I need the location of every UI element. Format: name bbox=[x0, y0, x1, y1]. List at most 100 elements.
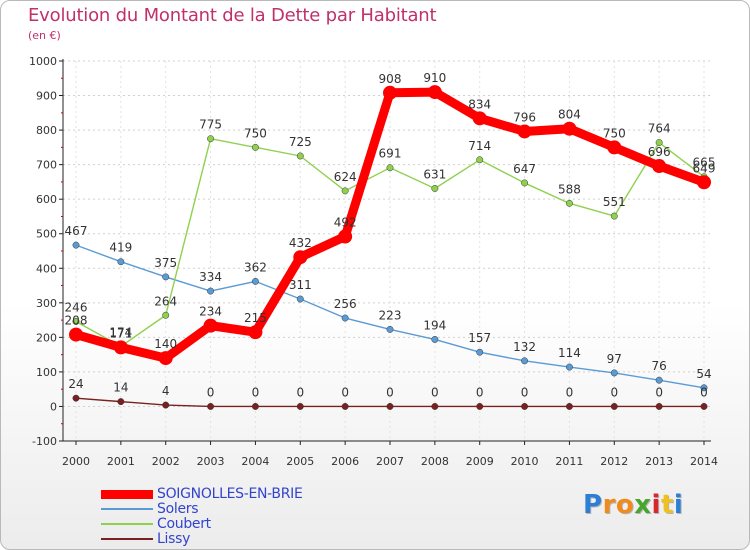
data-label: 140 bbox=[154, 337, 177, 351]
data-point bbox=[607, 140, 622, 155]
y-tick-label: 200 bbox=[36, 331, 57, 344]
data-label: 750 bbox=[244, 126, 267, 140]
x-tick-label: 2007 bbox=[376, 455, 404, 468]
data-point bbox=[476, 156, 484, 164]
logo-letter: P bbox=[583, 490, 603, 520]
data-point bbox=[431, 185, 439, 192]
y-tick-label: 800 bbox=[36, 124, 57, 137]
data-label: 764 bbox=[648, 122, 671, 136]
data-point bbox=[700, 384, 708, 392]
data-point bbox=[203, 318, 218, 333]
data-point bbox=[652, 159, 667, 174]
data-label: 750 bbox=[603, 126, 626, 140]
data-point bbox=[476, 348, 484, 356]
data-point bbox=[383, 85, 397, 100]
data-label: 691 bbox=[379, 147, 402, 161]
data-point bbox=[386, 403, 394, 410]
y-tick-label: 400 bbox=[36, 262, 57, 275]
chart-title: Evolution du Montant de la Dette par Hab… bbox=[28, 5, 437, 26]
data-label: 0 bbox=[566, 385, 574, 399]
data-point bbox=[338, 229, 353, 244]
x-tick-label: 2010 bbox=[511, 455, 539, 468]
data-label: 631 bbox=[423, 167, 446, 181]
proxiti-logo: Proxiti bbox=[583, 490, 683, 520]
data-point bbox=[386, 164, 394, 172]
legend-item: Coubert bbox=[101, 516, 401, 532]
data-label: 234 bbox=[199, 305, 222, 319]
data-point bbox=[521, 179, 529, 187]
data-point bbox=[655, 403, 663, 410]
data-label: 665 bbox=[693, 156, 716, 170]
data-point bbox=[431, 335, 439, 343]
x-tick-label: 2014 bbox=[690, 455, 718, 468]
data-label: 725 bbox=[289, 135, 312, 149]
data-label: 97 bbox=[607, 352, 622, 366]
data-point bbox=[162, 311, 170, 319]
data-point bbox=[610, 212, 618, 220]
data-point bbox=[341, 187, 349, 195]
data-label: 647 bbox=[513, 162, 536, 176]
data-label: 171 bbox=[109, 326, 132, 340]
data-label: 0 bbox=[655, 385, 663, 399]
data-label: 311 bbox=[289, 278, 312, 292]
data-point bbox=[655, 376, 663, 384]
data-label: 775 bbox=[199, 118, 222, 132]
data-point bbox=[562, 121, 577, 136]
data-label: 174 bbox=[109, 325, 132, 339]
data-label: 223 bbox=[379, 308, 402, 322]
data-point bbox=[69, 327, 83, 342]
data-point bbox=[207, 135, 215, 143]
x-tick-label: 2013 bbox=[645, 455, 673, 468]
data-point bbox=[117, 258, 125, 266]
data-label: 0 bbox=[252, 385, 260, 399]
data-point bbox=[251, 143, 259, 151]
y-tick-label: 100 bbox=[36, 366, 57, 379]
x-tick-label: 2005 bbox=[286, 455, 314, 468]
logo-letter: o bbox=[615, 490, 635, 520]
logo-letter: i bbox=[651, 490, 661, 520]
data-point bbox=[162, 401, 170, 409]
data-label: 0 bbox=[521, 385, 529, 399]
y-tick-label: 600 bbox=[36, 193, 57, 206]
data-point bbox=[251, 403, 259, 410]
data-label: 24 bbox=[68, 377, 83, 391]
data-label: 624 bbox=[334, 170, 357, 184]
legend-swatch bbox=[101, 538, 153, 540]
data-label: 215 bbox=[244, 311, 267, 325]
logo-letter: i bbox=[673, 490, 684, 520]
data-label: 0 bbox=[296, 385, 304, 399]
data-point bbox=[207, 403, 215, 410]
data-point bbox=[565, 363, 573, 371]
data-label: 796 bbox=[513, 110, 536, 124]
data-label: 696 bbox=[648, 145, 671, 159]
data-point bbox=[521, 403, 529, 410]
logo-letter: t bbox=[660, 490, 674, 520]
legend-item: SOIGNOLLES-EN-BRIE bbox=[101, 486, 401, 502]
logo-letter: x bbox=[634, 490, 652, 520]
data-point bbox=[72, 241, 80, 249]
data-label: 649 bbox=[693, 161, 716, 175]
data-label: 246 bbox=[65, 300, 88, 314]
data-point bbox=[293, 250, 308, 265]
y-tick-label: 0 bbox=[50, 400, 57, 413]
x-tick-label: 2011 bbox=[555, 455, 583, 468]
data-point bbox=[251, 277, 259, 285]
x-tick-label: 2012 bbox=[600, 455, 628, 468]
legend-label: Solers bbox=[157, 501, 199, 517]
data-label: 4 bbox=[162, 384, 170, 398]
data-label: 132 bbox=[513, 340, 536, 354]
data-point bbox=[700, 403, 708, 410]
chart-subtitle: (en €) bbox=[28, 29, 61, 42]
data-label: 714 bbox=[468, 139, 491, 153]
data-label: 208 bbox=[65, 314, 88, 328]
data-label: 54 bbox=[696, 367, 711, 381]
data-point bbox=[296, 295, 304, 303]
x-tick-label: 2003 bbox=[197, 455, 225, 468]
x-tick-label: 2001 bbox=[107, 455, 135, 468]
data-label: 0 bbox=[476, 385, 484, 399]
legend-item: Solers bbox=[101, 501, 401, 517]
data-point bbox=[113, 340, 128, 355]
y-tick-label: -100 bbox=[32, 435, 57, 448]
data-label: 419 bbox=[109, 241, 132, 255]
